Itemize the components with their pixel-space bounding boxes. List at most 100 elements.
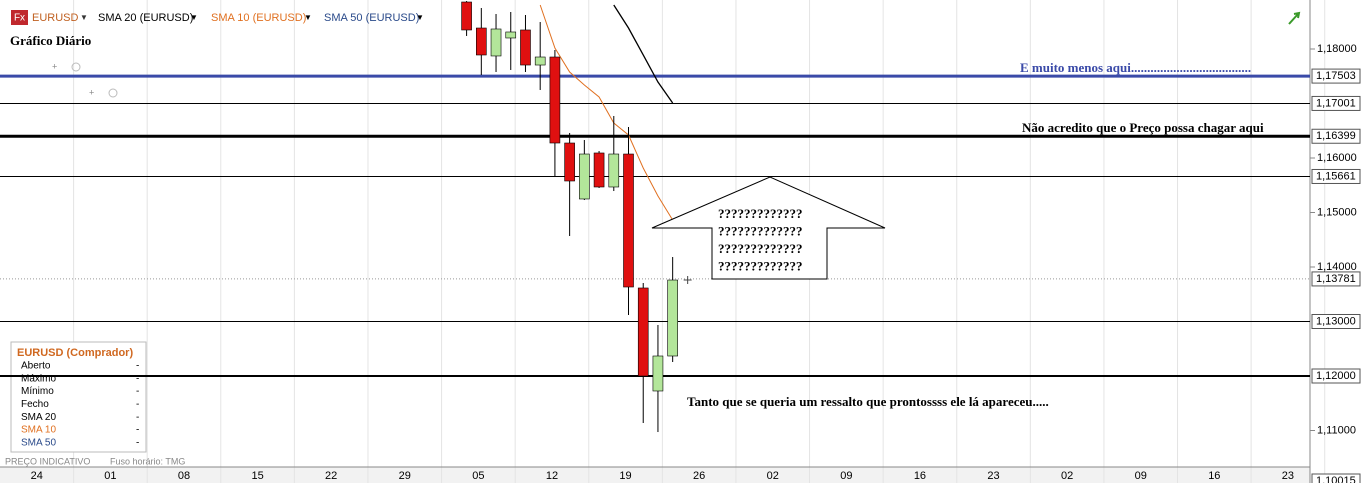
x-tick-label: 02 bbox=[1061, 470, 1073, 482]
price-label-box bbox=[1311, 68, 1361, 84]
info-value: - bbox=[136, 412, 139, 423]
x-tick-label: 19 bbox=[619, 470, 631, 482]
candle-body bbox=[476, 27, 487, 56]
info-label: SMA 20 bbox=[21, 412, 56, 423]
x-tick-label: 15 bbox=[251, 470, 263, 482]
callout: ????????????????????????????????????????… bbox=[651, 176, 886, 280]
candle-body bbox=[593, 152, 605, 188]
callout-text: ????????????? bbox=[718, 258, 803, 273]
badge[interactable] bbox=[11, 10, 28, 25]
sma-line bbox=[613, 4, 674, 104]
candle-body bbox=[667, 279, 678, 357]
info-box: EURUSD (Comprador) bbox=[10, 341, 147, 453]
arrow-shape bbox=[651, 176, 886, 280]
candle-body bbox=[520, 29, 531, 66]
x-tick-label: 02 bbox=[767, 470, 779, 482]
callout-text: ????????????? bbox=[718, 206, 803, 221]
info-value: - bbox=[136, 373, 139, 384]
tool-icon[interactable]: + bbox=[89, 87, 94, 97]
x-tick-label: 01 bbox=[104, 470, 116, 482]
drawing-tools: + + bbox=[52, 61, 118, 98]
candle-body bbox=[490, 28, 502, 57]
sma-line bbox=[539, 4, 674, 221]
price-label: 1,15661 bbox=[1316, 170, 1356, 182]
price-label-box bbox=[1311, 473, 1361, 483]
x-tick-label: 22 bbox=[325, 470, 337, 482]
annotation: Tanto que se queria um ressalto que pron… bbox=[687, 394, 1049, 409]
info-value: - bbox=[136, 399, 139, 410]
price-label-box bbox=[1311, 368, 1361, 384]
x-tick-label: 09 bbox=[1135, 470, 1147, 482]
candle-body bbox=[534, 56, 546, 66]
candle-body bbox=[505, 31, 517, 39]
info-label: Máximo bbox=[21, 373, 56, 384]
price-label: 1,17503 bbox=[1316, 70, 1356, 82]
candle-body bbox=[608, 153, 620, 188]
symbol[interactable]: EURUSD bbox=[32, 12, 79, 24]
info-label: SMA 50 bbox=[21, 437, 56, 448]
x-tick-label: 05 bbox=[472, 470, 484, 482]
price-label: 1,10015 bbox=[1316, 475, 1356, 483]
price-label: 1,17001 bbox=[1316, 97, 1356, 109]
price-label-box bbox=[1311, 128, 1361, 144]
footer-note: PREÇO INDICATIVO bbox=[5, 456, 90, 466]
tool-icon[interactable] bbox=[71, 62, 81, 72]
info-box-frame bbox=[10, 341, 147, 453]
toolbar: Fx EURUSD ▼ SMA 20 (EURUSD) ▼ SMA 10 (EU… bbox=[11, 10, 1301, 25]
last-price-marker bbox=[683, 276, 692, 285]
tool-icon[interactable] bbox=[108, 88, 118, 98]
x-tick-label: 23 bbox=[987, 470, 999, 482]
annotation: E muito menos aqui......................… bbox=[1020, 60, 1251, 75]
callout-text: ????????????? bbox=[718, 223, 803, 238]
annotation: Não acredito que o Preço possa chagar aq… bbox=[1022, 120, 1264, 135]
candle-body bbox=[623, 153, 634, 288]
indicator[interactable]: SMA 20 (EURUSD) bbox=[98, 12, 193, 24]
info-value: - bbox=[136, 425, 139, 436]
x-tick-label: 24 bbox=[31, 470, 43, 482]
candle-body bbox=[652, 355, 664, 392]
y-tick-label: 1,15000 bbox=[1317, 206, 1357, 218]
y-tick-label: 1,11000 bbox=[1317, 424, 1356, 436]
x-tick-label: 29 bbox=[399, 470, 411, 482]
candle-body bbox=[579, 153, 590, 200]
x-tick-label: 09 bbox=[840, 470, 852, 482]
dropdown[interactable]: ▼ bbox=[416, 13, 424, 22]
y-tick-label: 1,14000 bbox=[1317, 261, 1357, 273]
x-axis-strip bbox=[0, 467, 1310, 483]
x-tick-label: 16 bbox=[1208, 470, 1220, 482]
trend-icon[interactable] bbox=[1288, 11, 1301, 25]
dropdown[interactable]: ▼ bbox=[304, 13, 312, 22]
price-label-box bbox=[1311, 95, 1361, 111]
badge-text: Fx bbox=[14, 13, 25, 24]
price-label-box bbox=[1311, 313, 1361, 329]
info-label: Fecho bbox=[21, 399, 49, 410]
candle-body bbox=[564, 142, 575, 182]
candle-body bbox=[637, 287, 649, 377]
tool-icon[interactable]: + bbox=[52, 61, 57, 71]
x-tick-label: 12 bbox=[546, 470, 558, 482]
footer-timezone: Fuso horário: TMG bbox=[110, 456, 185, 466]
y-tick-label: 1,18000 bbox=[1317, 43, 1357, 55]
chart-title: Gráfico Diário bbox=[10, 33, 91, 48]
info-value: - bbox=[136, 361, 139, 372]
x-tick-label: 26 bbox=[693, 470, 705, 482]
info-label: Mínimo bbox=[21, 386, 54, 397]
indicator[interactable]: SMA 50 (EURUSD) bbox=[324, 12, 419, 24]
price-label: 1,12000 bbox=[1316, 370, 1356, 382]
info-box-title: EURUSD (Comprador) bbox=[17, 347, 133, 359]
x-tick-label: 23 bbox=[1282, 470, 1294, 482]
info-label: SMA 10 bbox=[21, 425, 56, 436]
info-value: - bbox=[136, 386, 139, 397]
info-label: Aberto bbox=[21, 361, 51, 372]
price-label: 1,16399 bbox=[1316, 130, 1356, 142]
price-label: 1,13781 bbox=[1316, 273, 1356, 285]
candle-body bbox=[461, 1, 472, 31]
indicator[interactable]: SMA 10 (EURUSD) bbox=[211, 12, 306, 24]
dropdown[interactable]: ▼ bbox=[80, 13, 88, 22]
callout-text: ????????????? bbox=[718, 241, 803, 256]
price-label-box bbox=[1311, 271, 1361, 287]
info-value: - bbox=[136, 437, 139, 448]
dropdown[interactable]: ▼ bbox=[190, 13, 198, 22]
